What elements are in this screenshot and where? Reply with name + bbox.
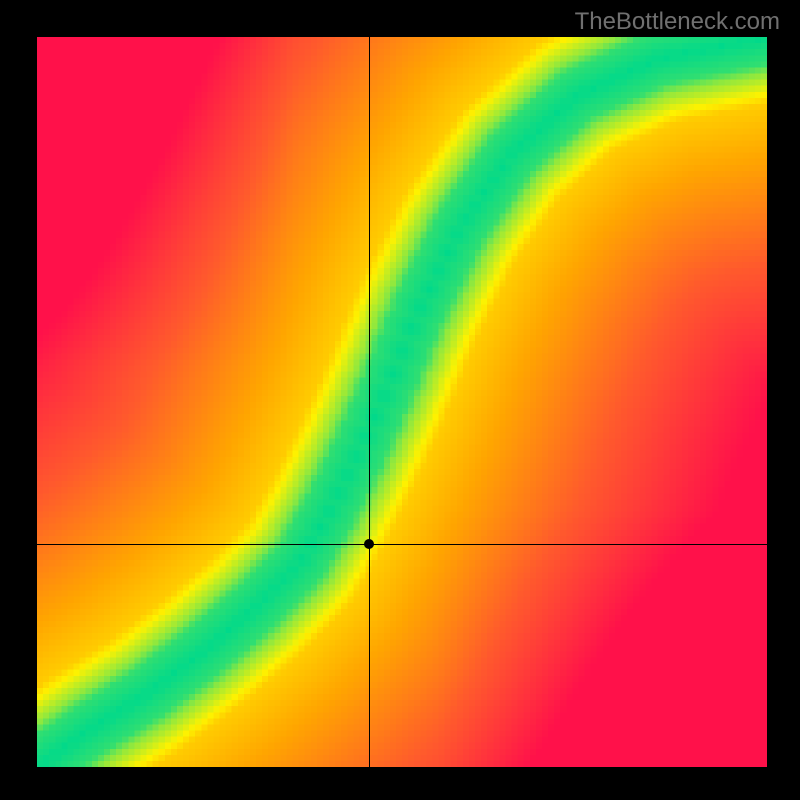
plot-area <box>35 35 769 769</box>
crosshair-vertical-line <box>369 37 370 767</box>
crosshair-marker-dot <box>364 539 374 549</box>
crosshair-horizontal-line <box>37 544 767 545</box>
heatmap-canvas <box>37 37 767 767</box>
chart-container: TheBottleneck.com <box>0 0 800 800</box>
watermark-text: TheBottleneck.com <box>575 8 780 36</box>
